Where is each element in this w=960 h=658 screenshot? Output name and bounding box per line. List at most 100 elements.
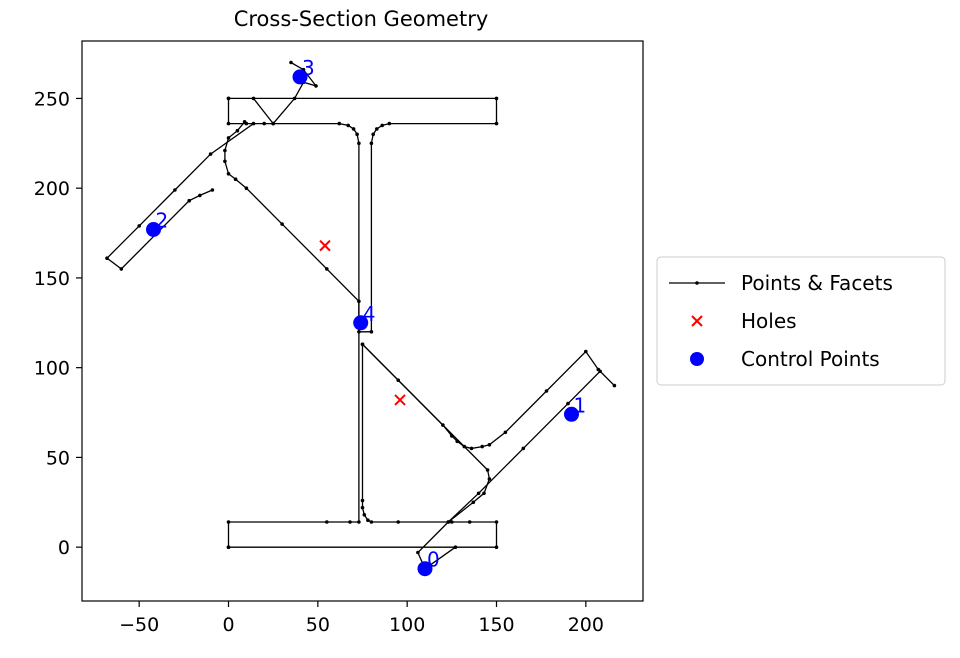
x-tick-label: 200	[568, 614, 604, 636]
facet-point	[544, 389, 549, 393]
facet-point	[348, 520, 352, 524]
legend-label: Holes	[741, 309, 797, 333]
facet-point	[362, 513, 367, 517]
legend-key-control-points	[690, 352, 704, 366]
legend: Points & Facets Holes Control Points	[656, 256, 946, 386]
facet-point	[235, 128, 240, 133]
plot-area: 0 1 2 3 4	[105, 56, 617, 577]
facet-point	[137, 224, 141, 228]
facet-point	[262, 121, 267, 126]
facet-point	[371, 132, 376, 137]
facet-point	[487, 443, 492, 447]
facet-point	[369, 520, 374, 524]
control-point	[353, 315, 369, 331]
facet-point	[494, 121, 499, 126]
facet-point	[360, 505, 365, 510]
facet-point	[105, 256, 109, 261]
legend-label: Points & Facets	[741, 271, 893, 295]
facet-point	[598, 369, 602, 374]
control-point-label: 3	[302, 56, 315, 80]
facet-polyline	[228, 342, 615, 570]
x-tick-label: 150	[478, 614, 514, 636]
facet-point	[476, 491, 481, 496]
y-tick-label: 250	[34, 88, 70, 110]
facet-point	[380, 123, 385, 128]
facet-point	[369, 141, 374, 146]
x-tick-label: 100	[389, 614, 425, 636]
legend-label: Control Points	[741, 347, 880, 371]
facet-point	[226, 136, 231, 140]
control-point	[564, 406, 579, 422]
facet-point	[198, 193, 202, 198]
control-point-label: 2	[156, 209, 169, 233]
facet-point	[208, 152, 213, 156]
facet-point	[485, 468, 490, 472]
x-tick-label: −50	[119, 614, 159, 636]
facet-point	[360, 498, 365, 503]
facet-polyline	[106, 123, 254, 270]
x-tick-label: 50	[306, 614, 330, 636]
facet-polyline	[224, 121, 360, 548]
facet-point	[119, 267, 124, 271]
facet-point	[244, 186, 249, 190]
facet-point	[494, 520, 499, 524]
control-point	[292, 69, 308, 85]
facet-point	[280, 222, 284, 226]
facet-point	[226, 545, 231, 549]
y-tick-label: 200	[34, 178, 70, 200]
legend-key-holes	[691, 315, 703, 327]
legend-key-facets	[669, 281, 725, 285]
facet-point	[446, 520, 451, 524]
facet-point	[612, 383, 617, 388]
facet-point	[292, 96, 297, 101]
facet-point	[314, 84, 318, 88]
facet-point	[360, 342, 365, 347]
facet-point	[173, 188, 177, 192]
x-tick-label: 0	[222, 614, 234, 636]
facet-point	[325, 520, 329, 524]
facet-point	[487, 477, 492, 481]
facet-point	[494, 545, 499, 549]
facet-point	[226, 172, 231, 176]
facet-point	[325, 267, 329, 271]
facet-point	[242, 120, 247, 124]
facet-point	[387, 121, 392, 126]
plot-frame	[81, 40, 644, 602]
facet-point	[566, 401, 570, 406]
y-tick-label: 150	[34, 268, 70, 290]
facet-point	[223, 148, 227, 153]
facet-point	[357, 141, 361, 146]
y-tick-label: 0	[58, 537, 70, 559]
facet-point	[480, 444, 485, 449]
facet-point	[210, 188, 215, 192]
chart-title: Cross-Section Geometry	[234, 7, 489, 31]
facet-point	[503, 430, 508, 435]
facet-point	[226, 121, 231, 126]
facet-point	[271, 121, 276, 126]
legend-box	[656, 256, 946, 386]
control-point	[417, 561, 433, 577]
facet-polyline	[362, 343, 491, 523]
control-point	[146, 222, 161, 237]
y-tick-label: 50	[46, 447, 70, 469]
facet-point	[453, 545, 458, 549]
facet-point	[482, 491, 486, 496]
facet-point	[416, 550, 420, 555]
facet-point	[355, 132, 359, 137]
facet-point	[223, 159, 227, 164]
facet-point	[469, 446, 474, 451]
facet-point	[233, 177, 238, 181]
facet-point	[369, 330, 374, 334]
facet-point	[251, 96, 256, 101]
facet-point	[289, 60, 293, 65]
facet-point	[584, 349, 588, 354]
facet-polyline	[227, 97, 498, 333]
facet-point	[366, 518, 370, 522]
facet-point	[471, 500, 476, 505]
facet-point	[346, 123, 351, 128]
y-tick-label: 100	[34, 358, 70, 380]
facet-point	[187, 198, 191, 203]
facet-point	[226, 520, 231, 524]
facet-point	[375, 127, 379, 131]
axes: −50 0 50 100 150 200 0 50 100 150 200 250	[34, 88, 604, 636]
